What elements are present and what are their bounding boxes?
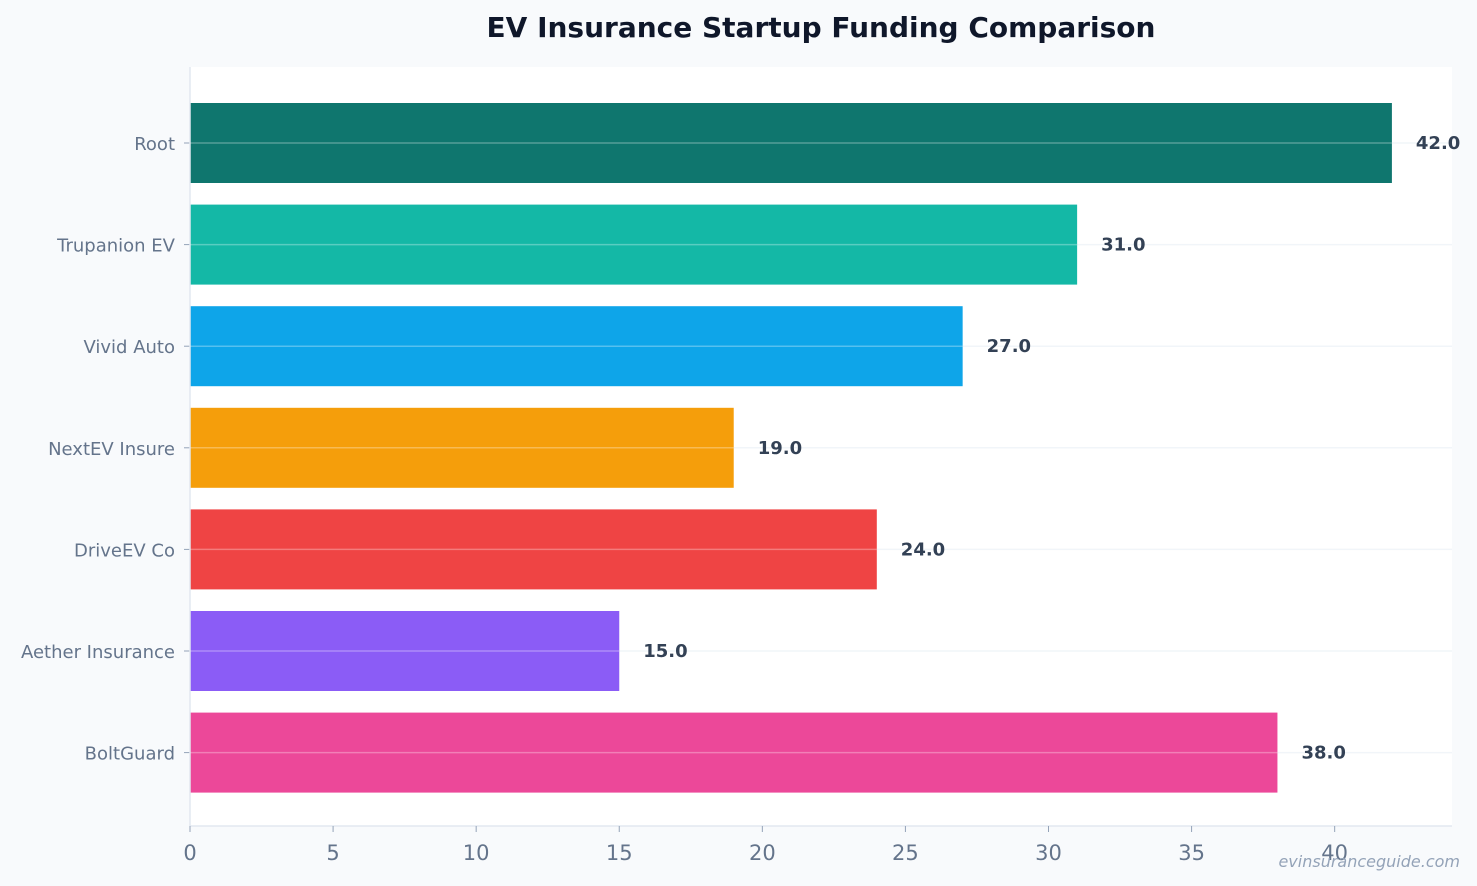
- category-label: DriveEV Co: [74, 540, 175, 561]
- x-tick-label: 5: [326, 841, 339, 865]
- value-label: 38.0: [1301, 743, 1345, 764]
- x-tick-label: 20: [749, 841, 776, 865]
- watermark: evinsuranceguide.com: [1278, 852, 1460, 871]
- value-label: 15.0: [643, 641, 687, 662]
- bar: [190, 103, 1392, 183]
- x-tick-label: 35: [1178, 841, 1205, 865]
- category-label: Root: [134, 134, 175, 155]
- bar: [190, 407, 734, 488]
- bar-gridlines: [190, 142, 1392, 754]
- bar: [190, 509, 877, 590]
- bar: [190, 204, 1078, 285]
- bars: [190, 103, 1392, 793]
- category-label: BoltGuard: [85, 744, 175, 765]
- value-labels: 42.0 31.0 27.0 19.0 24.0 15.0 38.0: [643, 133, 1460, 764]
- x-tick-labels: 0 5 10 15 20 25 30 35 40: [183, 841, 1348, 865]
- category-labels: Root Trupanion EV Vivid Auto NextEV Insure D…: [21, 134, 176, 765]
- value-label: 19.0: [758, 438, 802, 459]
- bar: [190, 611, 620, 691]
- x-tick-label: 40: [1321, 841, 1348, 865]
- x-tick-label: 10: [463, 841, 490, 865]
- value-label: 31.0: [1101, 235, 1145, 256]
- category-label: Aether Insurance: [21, 642, 175, 663]
- x-tick-label: 15: [606, 841, 633, 865]
- chart-title: EV Insurance Startup Funding Comparison: [487, 11, 1156, 44]
- value-label: 24.0: [901, 539, 945, 560]
- category-label: NextEV Insure: [48, 439, 175, 460]
- value-label: 42.0: [1416, 133, 1460, 154]
- value-label: 27.0: [987, 336, 1031, 357]
- bar: [190, 306, 963, 387]
- category-label: Vivid Auto: [83, 337, 175, 358]
- bar: [190, 712, 1278, 793]
- axes: [184, 67, 1452, 832]
- category-label: Trupanion EV: [56, 236, 176, 257]
- x-tick-label: 0: [183, 841, 196, 865]
- x-tick-label: 25: [892, 841, 919, 865]
- x-tick-label: 30: [1035, 841, 1062, 865]
